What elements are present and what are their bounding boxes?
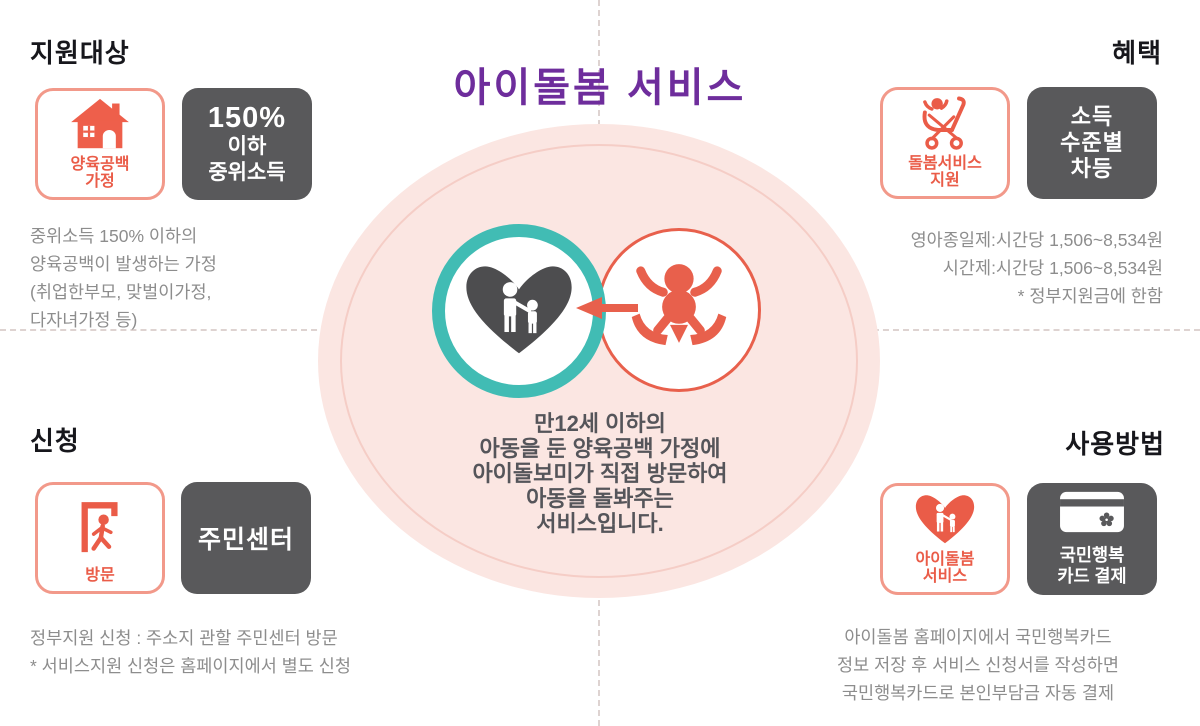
heading-application: 신청: [30, 426, 80, 456]
left-arrow-icon: [576, 297, 638, 319]
heart-family-icon: [883, 486, 1007, 551]
family-heart-icon: [463, 259, 575, 363]
application-icon-caption: 방문: [85, 567, 115, 584]
heading-usage: 사용방법: [1065, 429, 1165, 459]
benefits-badge: 소득 수준별 차등: [1027, 87, 1157, 199]
support-target-icon-caption: 양육공백 가정: [70, 156, 130, 190]
center-ellipse-inner-ring: [340, 144, 858, 578]
support-target-icon-card: 양육공백 가정: [35, 88, 165, 200]
benefits-icon-card: 돌봄서비스 지원: [880, 87, 1010, 199]
stroller-icon: [883, 90, 1007, 155]
support-target-body: 중위소득 150% 이하의 양육공백이 발생하는 가정 (취업한부모, 맞벌이가…: [30, 226, 217, 330]
heading-support-target: 지원대상: [30, 38, 130, 68]
usage-badge: 국민행복 카드 결제: [1027, 483, 1157, 595]
baby-care-icon: [625, 256, 733, 365]
benefits-icon-caption: 돌봄서비스 지원: [908, 155, 982, 189]
application-icon-card: 방문: [35, 482, 165, 594]
support-target-badge: 150% 이하 중위소득: [182, 88, 312, 200]
application-badge: 주민센터: [181, 482, 311, 594]
benefits-body: 영아종일제:시간당 1,506~8,534원 시간제:시간당 1,506~8,5…: [910, 230, 1163, 306]
usage-icon-caption: 아이돌봄 서비스: [915, 551, 975, 585]
page-title: 아이돌봄 서비스: [453, 66, 747, 110]
center-ellipse: [318, 124, 880, 598]
heading-benefits: 혜택: [1112, 38, 1162, 68]
usage-body: 아이돌봄 홈페이지에서 국민행복카드 정보 저장 후 서비스 신청서를 작성하면…: [837, 627, 1119, 703]
application-body: 정부지원 신청 : 주소지 관할 주민센터 방문 * 서비스지원 신청은 홈페이…: [30, 628, 351, 676]
happiness-card-icon: [1027, 491, 1157, 538]
usage-icon-card: 아이돌봄 서비스: [880, 483, 1010, 595]
center-description: 만12세 이하의 아동을 둔 양육공백 가정에 아이돌보미가 직접 방문하여 아…: [472, 411, 728, 536]
house-icon: [38, 91, 162, 156]
door-visit-icon: [38, 485, 162, 567]
